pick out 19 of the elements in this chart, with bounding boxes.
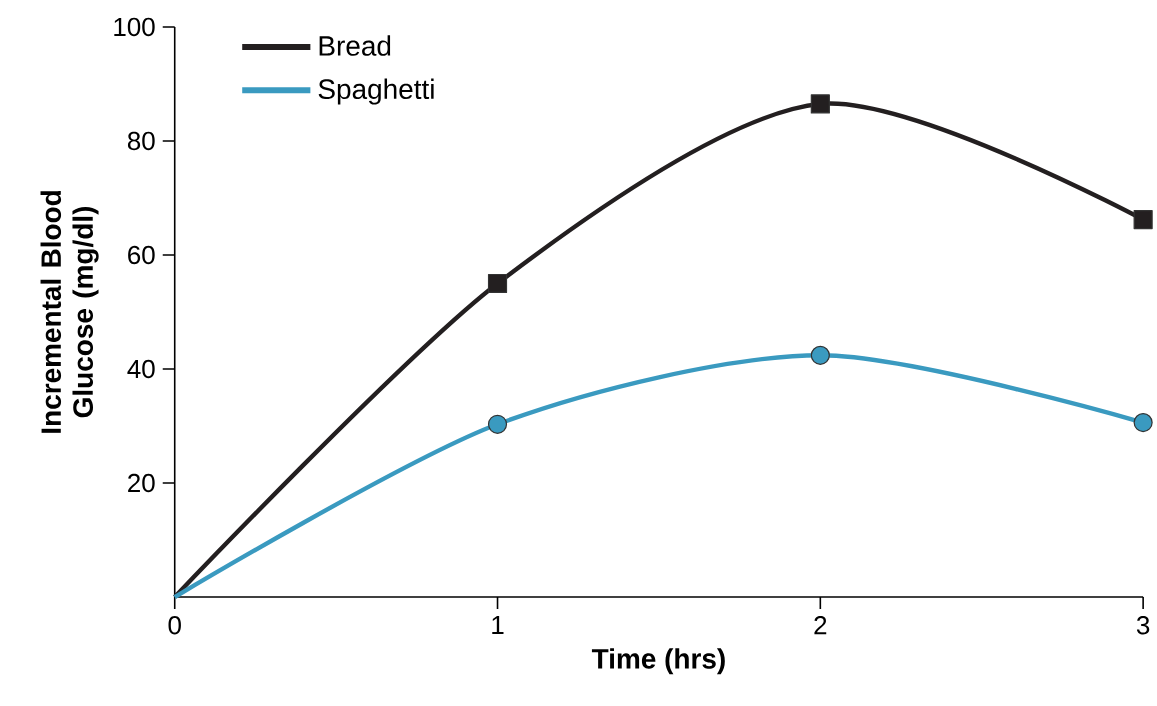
y-tick-label: 80 (127, 131, 155, 151)
point (810, 94, 830, 114)
point (810, 345, 830, 365)
legend-label: Bread (319, 35, 391, 56)
x-tick-label: 1 (492, 616, 504, 634)
y-tick-label: 40 (127, 359, 155, 379)
x-tick-label: 3 (1136, 616, 1150, 635)
y-axis-title: Incremental Blood Glucose (mg/dl) (40, 191, 99, 433)
y-tick-label: 60 (128, 245, 155, 265)
point (487, 273, 508, 294)
legend-label: Spaghetti (318, 78, 434, 105)
point (487, 414, 508, 434)
y-tick-label: 20 (128, 473, 155, 493)
x-tick-label: 0 (168, 616, 181, 635)
x-axis-title: Time (hrs) (591, 648, 725, 675)
point (1133, 413, 1153, 433)
y-tick-label: 100 (114, 17, 155, 37)
x-tick-label: 2 (814, 616, 827, 635)
point (1133, 210, 1153, 230)
